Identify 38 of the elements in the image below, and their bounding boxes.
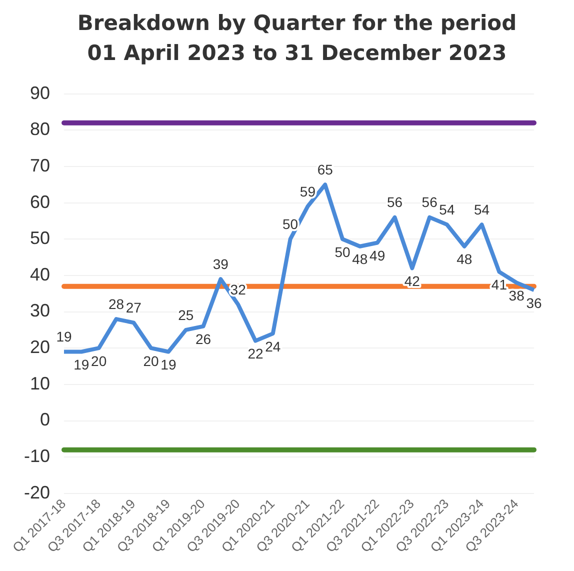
data-label: 36 bbox=[526, 294, 542, 311]
data-label: 49 bbox=[370, 247, 386, 264]
data-label: 48 bbox=[456, 251, 472, 268]
y-tick-label: 60 bbox=[30, 192, 50, 212]
data-label: 20 bbox=[91, 352, 107, 369]
data-label: 19 bbox=[74, 356, 90, 372]
chart-title: Breakdown by Quarter for the period 01 April 2023 to 31 December 2023 bbox=[76, 10, 518, 68]
data-label: 28 bbox=[108, 296, 124, 312]
data-label: 59 bbox=[300, 183, 316, 200]
y-tick-label: 90 bbox=[30, 82, 50, 103]
data-label: 50 bbox=[282, 216, 298, 232]
data-label: 20 bbox=[143, 352, 160, 369]
data-label: 38 bbox=[508, 287, 525, 304]
y-tick-label: 30 bbox=[30, 300, 50, 321]
data-label: 48 bbox=[352, 251, 368, 268]
y-tick-label: 0 bbox=[40, 410, 50, 430]
data-label: 65 bbox=[317, 161, 334, 178]
data-label: 27 bbox=[126, 299, 142, 316]
data-label: 26 bbox=[195, 331, 212, 348]
y-tick-label: 10 bbox=[30, 373, 50, 394]
data-label: 39 bbox=[212, 256, 229, 272]
y-tick-label: 40 bbox=[30, 264, 50, 284]
data-label: 19 bbox=[160, 356, 176, 372]
y-tick-label: 80 bbox=[30, 118, 50, 139]
y-tick-label: 20 bbox=[30, 336, 50, 357]
data-label: 19 bbox=[56, 328, 72, 344]
data-label: 50 bbox=[334, 244, 351, 260]
data-label: 56 bbox=[386, 194, 403, 210]
y-tick-label: 70 bbox=[30, 155, 50, 176]
data-label: 24 bbox=[265, 338, 281, 354]
data-label: 54 bbox=[439, 201, 455, 218]
data-label: 22 bbox=[248, 346, 264, 362]
data-label: 56 bbox=[422, 194, 438, 210]
y-tick-label: -10 bbox=[24, 446, 50, 466]
y-tick-label: -20 bbox=[24, 482, 50, 502]
data-label: 54 bbox=[474, 201, 490, 218]
y-tick-label: 50 bbox=[30, 228, 50, 248]
data-label: 25 bbox=[178, 306, 194, 323]
